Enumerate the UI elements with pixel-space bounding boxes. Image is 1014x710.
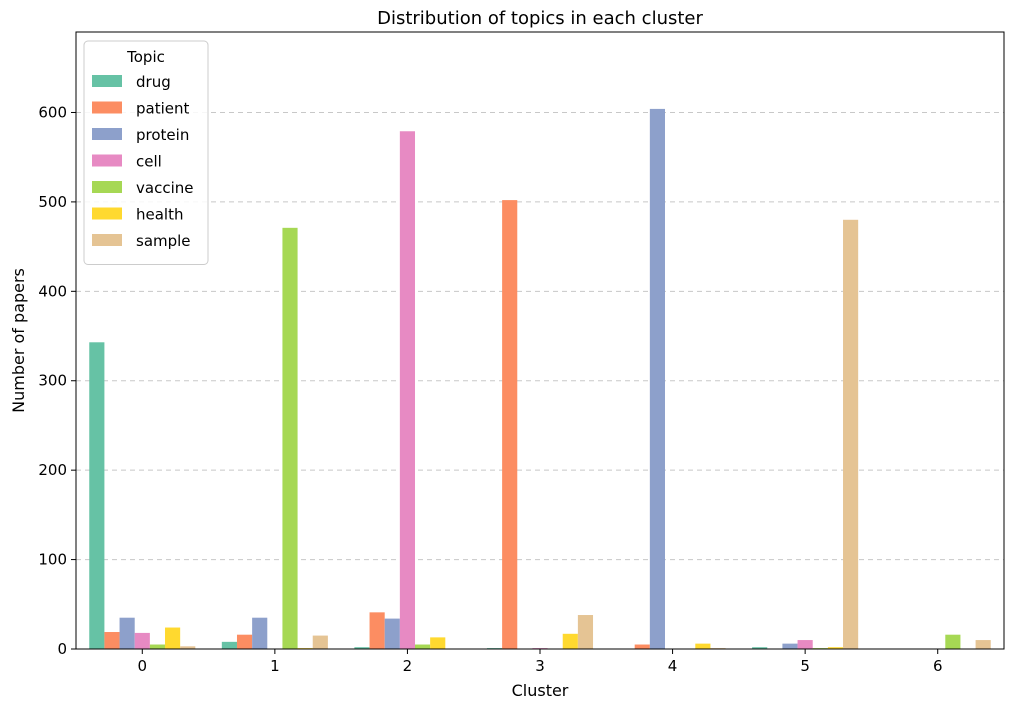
bar-drug-cluster-0 xyxy=(89,342,105,649)
legend-label-health: health xyxy=(136,206,183,224)
bar-patient-cluster-4 xyxy=(634,644,650,649)
y-axis-label: Number of papers xyxy=(9,268,28,413)
legend-label-patient: patient xyxy=(136,100,189,118)
bar-sample-cluster-5 xyxy=(843,219,859,650)
bar-cell-cluster-0 xyxy=(134,632,150,649)
bar-patient-cluster-1 xyxy=(236,634,253,649)
grid-layer xyxy=(76,111,1004,561)
bar-protein-cluster-1 xyxy=(252,617,268,649)
x-tick-label: 5 xyxy=(800,657,810,675)
bar-drug-cluster-5 xyxy=(752,647,768,649)
x-tick-label: 0 xyxy=(138,657,148,675)
bar-vaccine-cluster-1 xyxy=(282,227,298,649)
legend-swatch-protein xyxy=(92,128,122,140)
y-tick-label: 500 xyxy=(38,193,67,211)
bar-sample-cluster-6 xyxy=(975,640,991,649)
legend-label-cell: cell xyxy=(136,153,162,171)
bar-patient-cluster-0 xyxy=(104,632,120,649)
bar-cell-cluster-2 xyxy=(399,131,416,649)
legend-swatch-patient xyxy=(92,101,122,114)
y-tick-label: 200 xyxy=(38,461,67,479)
legend-title: Topic xyxy=(126,48,165,66)
legend: Topic drug patient protein cell vaccine health… xyxy=(83,40,209,265)
x-tick-label: 2 xyxy=(403,657,413,675)
bar-patient-cluster-2 xyxy=(369,612,385,649)
bar-cell-cluster-5 xyxy=(797,640,813,649)
bar-sample-cluster-3 xyxy=(577,615,594,649)
y-tick-label: 300 xyxy=(38,372,67,390)
bar-vaccine-cluster-2 xyxy=(415,644,431,649)
x-tick-label: 3 xyxy=(535,657,545,675)
y-tick-label: 100 xyxy=(38,551,67,569)
bar-health-cluster-0 xyxy=(165,627,181,649)
bars-layer xyxy=(89,108,991,650)
x-tick-label: 1 xyxy=(270,657,280,675)
bar-health-cluster-2 xyxy=(430,637,446,649)
y-tick-label: 600 xyxy=(38,103,67,121)
bar-sample-cluster-1 xyxy=(312,635,328,649)
bar-health-cluster-3 xyxy=(562,633,578,649)
chart-title: Distribution of topics in each cluster xyxy=(377,8,703,29)
legend-swatch-sample xyxy=(92,234,122,246)
bar-patient-cluster-3 xyxy=(502,200,518,649)
bar-vaccine-cluster-6 xyxy=(945,634,961,649)
bar-sample-cluster-0 xyxy=(180,646,196,649)
legend-swatch-drug xyxy=(92,75,122,87)
bar-drug-cluster-2 xyxy=(354,647,370,649)
x-axis-label: Cluster xyxy=(512,681,569,700)
bar-protein-cluster-0 xyxy=(119,617,135,649)
bar-vaccine-cluster-0 xyxy=(149,644,166,649)
y-tick-label: 400 xyxy=(38,282,67,300)
bar-protein-cluster-2 xyxy=(384,618,400,649)
bar-health-cluster-4 xyxy=(695,643,711,649)
axes-layer: 0 100 200 300 400 500 600 0 1 2 3 4 5 6 xyxy=(38,103,942,675)
x-tick-label: 4 xyxy=(668,657,678,675)
legend-swatch-cell xyxy=(92,154,122,167)
legend-label-drug: drug xyxy=(136,73,171,91)
legend-label-protein: protein xyxy=(136,126,189,144)
legend-label-vaccine: vaccine xyxy=(136,179,193,197)
x-tick-label: 6 xyxy=(933,657,943,675)
legend-swatch-vaccine xyxy=(92,181,122,193)
legend-swatch-health xyxy=(92,207,122,220)
bar-protein-cluster-4 xyxy=(649,108,665,650)
bar-protein-cluster-5 xyxy=(782,643,798,649)
y-tick-label: 0 xyxy=(57,640,67,658)
bar-drug-cluster-1 xyxy=(221,641,237,649)
legend-label-sample: sample xyxy=(136,232,191,250)
bar-health-cluster-5 xyxy=(827,647,844,649)
plot-frame xyxy=(75,31,1005,650)
